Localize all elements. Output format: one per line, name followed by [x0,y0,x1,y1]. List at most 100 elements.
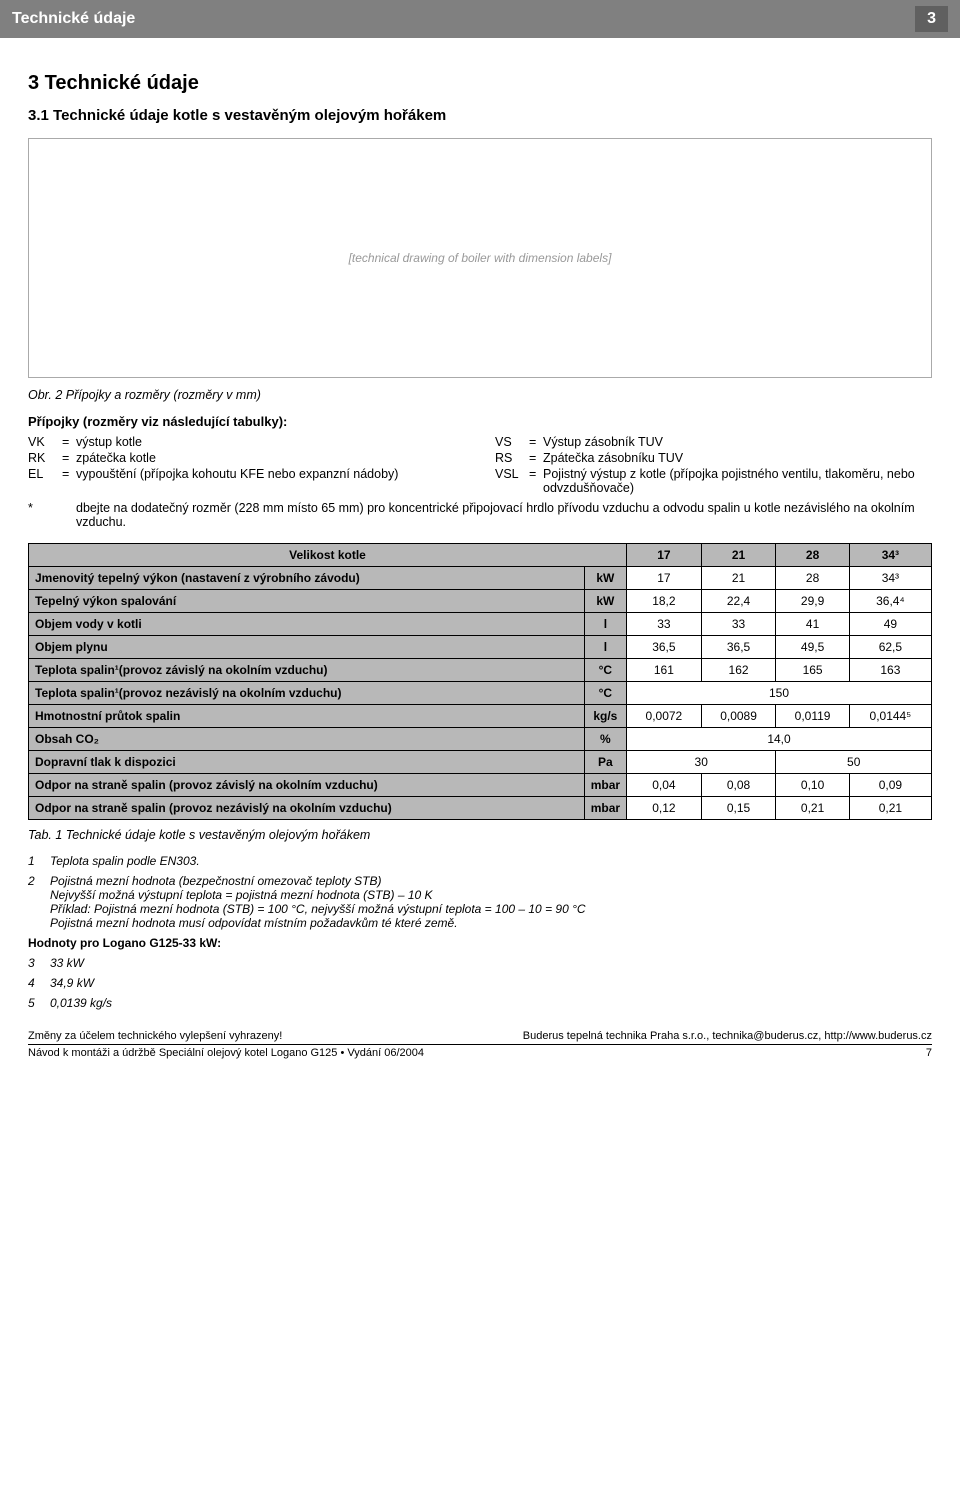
legend-item: VK = výstup kotle [28,435,465,449]
row-label: Odpor na straně spalin (provoz nezávislý… [29,797,585,820]
row-value: 33 [627,613,702,636]
row-value-span: 150 [627,682,932,705]
table-row: Obsah CO₂%14,0 [29,728,932,751]
table-row: Jmenovitý tepelný výkon (nastavení z výr… [29,567,932,590]
row-label: Tepelný výkon spalování [29,590,585,613]
legend-right-column: VS = Výstup zásobník TUV RS = Zpátečka z… [495,433,932,497]
row-label: Teplota spalin¹(provoz nezávislý na okol… [29,682,585,705]
table-caption: Tab. 1 Technické údaje kotle s vestavěný… [28,828,932,842]
row-value: 33 [701,613,776,636]
row-value: 36,5 [701,636,776,659]
row-value: 17 [627,567,702,590]
section-heading: 3 Technické údaje [28,72,932,95]
row-label: Jmenovitý tepelný výkon (nastavení z výr… [29,567,585,590]
row-unit: l [584,636,626,659]
footer-left-2: Návod k montáži a údržbě Speciální olejo… [28,1047,424,1059]
row-value: 30 [627,751,776,774]
legend-item: EL = vypouštění (přípojka kohoutu KFE ne… [28,467,465,481]
technical-diagram: [technical drawing of boiler with dimens… [28,138,932,378]
table-col: 28 [776,544,849,567]
legend-item: RS = Zpátečka zásobníku TUV [495,451,932,465]
header-title: Technické údaje [12,10,135,28]
table-col: 21 [701,544,776,567]
row-value: 162 [701,659,776,682]
footnotes: 1 Teplota spalin podle EN303. 2 Pojistná… [28,854,932,1010]
page-footer: Změny za účelem technického vylepšení vy… [28,1028,932,1061]
row-value: 0,08 [701,774,776,797]
table-row: Dopravní tlak k dispoziciPa3050 [29,751,932,774]
legend-block: Přípojky (rozměry viz následující tabulk… [28,414,932,529]
footnote: 1 Teplota spalin podle EN303. [28,854,932,868]
table-row: Objem vody v kotlil33334149 [29,613,932,636]
row-value: 49,5 [776,636,849,659]
page-header: Technické údaje 3 [0,0,960,38]
legend-asterisk-note: * dbejte na dodatečný rozměr (228 mm mís… [28,501,932,529]
row-value: 21 [701,567,776,590]
header-chapter-number: 3 [915,6,948,32]
table-row: Tepelný výkon spalováníkW18,222,429,936,… [29,590,932,613]
footnote-subheading: Hodnoty pro Logano G125-33 kW: [28,936,932,950]
row-label: Obsah CO₂ [29,728,585,751]
row-value: 18,2 [627,590,702,613]
footnote: 2 Pojistná mezní hodnota (bezpečnostní o… [28,874,932,930]
row-label: Teplota spalin¹(provoz závislý na okolní… [29,659,585,682]
row-value: 0,21 [849,797,931,820]
row-value: 163 [849,659,931,682]
row-value: 0,0144⁵ [849,705,931,728]
footnote: 5 0,0139 kg/s [28,996,932,1010]
spec-table: Velikost kotle 17 21 28 34³ Jmenovitý te… [28,543,932,820]
table-header-row: Velikost kotle 17 21 28 34³ [29,544,932,567]
row-value-span: 14,0 [627,728,932,751]
row-unit: kW [584,567,626,590]
row-unit: kW [584,590,626,613]
row-value: 29,9 [776,590,849,613]
row-value: 0,10 [776,774,849,797]
diagram-placeholder-text: [technical drawing of boiler with dimens… [349,251,612,265]
row-label: Objem vody v kotli [29,613,585,636]
row-value: 165 [776,659,849,682]
row-value: 41 [776,613,849,636]
legend-item: VSL = Pojistný výstup z kotle (přípojka … [495,467,932,495]
page-content: 3 Technické údaje 3.1 Technické údaje ko… [0,38,960,1077]
row-value: 0,12 [627,797,702,820]
row-unit: mbar [584,797,626,820]
table-header-label: Velikost kotle [29,544,627,567]
row-unit: % [584,728,626,751]
row-value: 36,4⁴ [849,590,931,613]
footnote: 4 34,9 kW [28,976,932,990]
table-row: Hmotnostní průtok spalinkg/s0,00720,0089… [29,705,932,728]
table-row: Teplota spalin¹(provoz závislý na okolní… [29,659,932,682]
table-col: 34³ [849,544,931,567]
row-unit: Pa [584,751,626,774]
legend-item: RK = zpátečka kotle [28,451,465,465]
row-value: 0,0089 [701,705,776,728]
row-value: 28 [776,567,849,590]
row-value: 0,09 [849,774,931,797]
row-label: Objem plynu [29,636,585,659]
row-value: 0,0119 [776,705,849,728]
subsection-heading: 3.1 Technické údaje kotle s vestavěným o… [28,107,932,124]
row-unit: °C [584,682,626,705]
row-unit: l [584,613,626,636]
legend-item: VS = Výstup zásobník TUV [495,435,932,449]
row-unit: °C [584,659,626,682]
table-row: Odpor na straně spalin (provoz závislý n… [29,774,932,797]
row-value: 22,4 [701,590,776,613]
table-col: 17 [627,544,702,567]
footnote: 3 33 kW [28,956,932,970]
row-unit: kg/s [584,705,626,728]
row-value: 49 [849,613,931,636]
row-value: 34³ [849,567,931,590]
table-row: Teplota spalin¹(provoz nezávislý na okol… [29,682,932,705]
row-value: 50 [776,751,932,774]
row-value: 0,0072 [627,705,702,728]
row-label: Hmotnostní průtok spalin [29,705,585,728]
row-label: Dopravní tlak k dispozici [29,751,585,774]
footer-right-1: Buderus tepelná technika Praha s.r.o., t… [523,1030,932,1042]
footer-left-1: Změny za účelem technického vylepšení vy… [28,1030,282,1042]
table-row: Odpor na straně spalin (provoz nezávislý… [29,797,932,820]
row-value: 0,21 [776,797,849,820]
figure-caption: Obr. 2 Přípojky a rozměry (rozměry v mm) [28,388,932,402]
row-value: 0,04 [627,774,702,797]
footer-page-number: 7 [926,1047,932,1059]
